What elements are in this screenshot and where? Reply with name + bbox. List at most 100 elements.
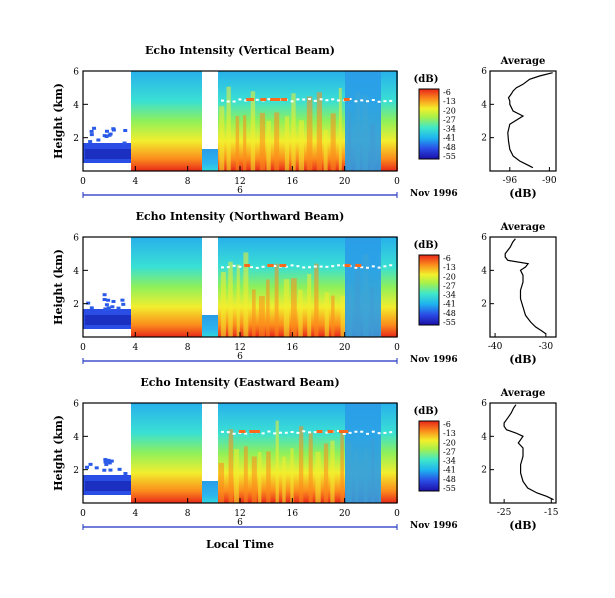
early-echo-speckle	[92, 126, 97, 130]
layer-gap	[279, 431, 282, 434]
data-gap	[202, 71, 218, 149]
panel-title: Echo Intensity (Eastward Beam)	[140, 376, 339, 389]
layer-gap	[221, 430, 224, 433]
avg-x-label: (dB)	[509, 187, 536, 200]
layer-gap	[290, 100, 294, 103]
late-quiet-band	[345, 403, 381, 503]
average-title: Average	[500, 388, 546, 399]
layer-speckle	[316, 430, 323, 433]
echo-streak	[236, 264, 240, 337]
late-quiet-band	[345, 237, 381, 337]
early-echo-speckle	[102, 293, 107, 297]
early-echo-speckle	[88, 462, 93, 466]
layer-gap	[261, 432, 265, 435]
layer-gap	[308, 431, 311, 434]
echo-streak	[298, 120, 305, 171]
day-label: 6	[237, 518, 243, 528]
layer-gap	[383, 431, 387, 434]
echo-streak	[234, 449, 239, 503]
layer-gap	[354, 266, 358, 269]
layer-speckle	[342, 430, 349, 433]
colorbar-tick-label: -20	[443, 438, 456, 447]
layer-gap	[284, 265, 288, 268]
average-title: Average	[500, 56, 546, 67]
x-tick-label: 4	[132, 343, 138, 353]
echo-streak	[274, 112, 280, 171]
y-tick-label: 6	[73, 68, 79, 78]
echo-streak	[291, 93, 296, 171]
echo-streak	[308, 432, 313, 503]
gap-low-echo	[202, 481, 218, 503]
avg-x-tick-label: -90	[542, 176, 557, 186]
layer-gap	[244, 99, 248, 102]
colorbar-tick-label: -20	[443, 106, 456, 115]
early-echo-speckle	[104, 129, 109, 133]
avg-y-tick-label: 6	[481, 399, 487, 409]
colorbar-tick-label: -20	[443, 272, 456, 281]
x-tick-label: 16	[287, 343, 299, 353]
echo-streak	[298, 289, 303, 337]
layer-gap	[319, 265, 323, 268]
layer-gap	[331, 98, 335, 101]
colorbar-tick-label: -13	[443, 97, 456, 106]
early-echo-speckle	[110, 305, 115, 309]
layer-gap	[331, 265, 335, 268]
layer-gap	[226, 431, 230, 434]
echo-streak	[219, 106, 225, 171]
echo-streak	[243, 446, 248, 503]
echo-streak	[290, 448, 294, 503]
echo-streak	[291, 278, 297, 337]
echo-streak	[298, 426, 304, 503]
layer-gap	[273, 265, 277, 268]
layer-gap	[371, 265, 375, 268]
layer-gap	[354, 430, 358, 433]
early-echo-speckle	[102, 134, 107, 138]
avg-x-tick-label: -25	[497, 508, 512, 518]
echo-streak	[228, 261, 233, 337]
early-echo-speckle	[107, 133, 112, 137]
layer-gap	[232, 264, 236, 267]
layer-gap	[371, 99, 375, 102]
early-echo-speckle	[85, 465, 90, 469]
echo-streak	[315, 451, 321, 503]
layer-gap	[366, 100, 369, 103]
x-tick-label: 0	[394, 343, 400, 353]
early-echo-speckle	[89, 306, 94, 310]
early-echo-core	[85, 149, 131, 159]
echo-streak	[316, 92, 323, 171]
colorbar-tick-label: -6	[443, 420, 451, 429]
echo-streak	[218, 462, 225, 503]
early-echo-speckle	[94, 466, 99, 470]
early-echo-speckle	[122, 141, 127, 145]
early-echo-speckle	[88, 140, 93, 144]
layer-gap	[383, 100, 387, 103]
average-frame	[489, 70, 557, 172]
x-tick-label: 8	[185, 343, 191, 353]
colorbar-tick-label: -34	[443, 125, 456, 134]
early-echo-speckle	[103, 307, 108, 311]
early-echo-speckle	[89, 129, 94, 133]
layer-speckle	[254, 430, 261, 433]
layer-gap	[255, 98, 259, 101]
early-echo-speckle	[109, 459, 114, 463]
layer-gap	[389, 431, 393, 434]
echo-streak	[243, 115, 247, 171]
layer-gap	[366, 432, 369, 435]
echo-streak	[338, 87, 342, 171]
colorbar-tick-label: -27	[443, 447, 456, 456]
echo-streak	[235, 116, 240, 171]
x-tick-label: 0	[80, 177, 86, 187]
layer-speckle	[246, 98, 253, 101]
colorbar-title: (dB)	[414, 240, 439, 251]
layer-gap	[342, 432, 346, 435]
colorbar-title: (dB)	[414, 74, 439, 85]
y-tick-label: 2	[73, 466, 79, 476]
x-tick-label: 16	[287, 177, 299, 187]
x-tick-label: 12	[234, 343, 245, 353]
